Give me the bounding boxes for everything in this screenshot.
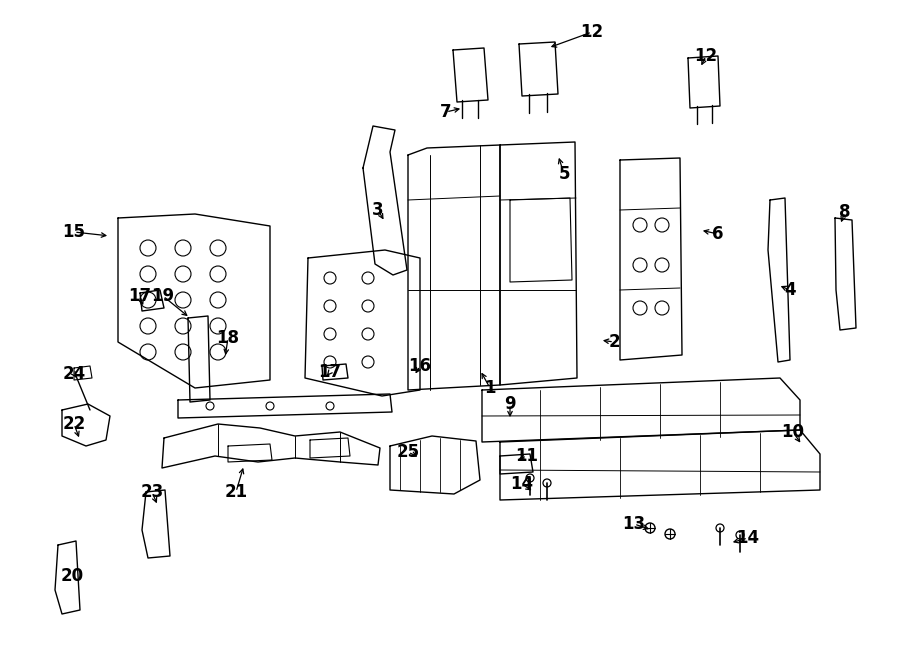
- Text: 10: 10: [781, 423, 805, 441]
- Text: 12: 12: [580, 23, 604, 41]
- Text: 14: 14: [510, 475, 534, 493]
- Text: 19: 19: [151, 287, 175, 305]
- Text: 17: 17: [129, 287, 151, 305]
- Text: 16: 16: [409, 357, 431, 375]
- Text: 14: 14: [736, 529, 760, 547]
- Text: 2: 2: [608, 333, 620, 351]
- Text: 20: 20: [60, 567, 84, 585]
- Text: 22: 22: [62, 415, 86, 433]
- Text: 5: 5: [558, 165, 570, 183]
- Text: 11: 11: [516, 447, 538, 465]
- Text: 1: 1: [484, 379, 496, 397]
- Text: 6: 6: [712, 225, 724, 243]
- Text: 4: 4: [784, 281, 796, 299]
- Text: 24: 24: [62, 365, 86, 383]
- Text: 12: 12: [695, 47, 717, 65]
- Text: 18: 18: [217, 329, 239, 347]
- Text: 13: 13: [623, 515, 645, 533]
- Text: 15: 15: [62, 223, 86, 241]
- Text: 3: 3: [373, 201, 383, 219]
- Text: 7: 7: [440, 103, 452, 121]
- Text: 9: 9: [504, 395, 516, 413]
- Text: 21: 21: [224, 483, 248, 501]
- Text: 8: 8: [839, 203, 850, 221]
- Text: 17: 17: [319, 363, 342, 381]
- Text: 23: 23: [140, 483, 164, 501]
- Text: 25: 25: [396, 443, 419, 461]
